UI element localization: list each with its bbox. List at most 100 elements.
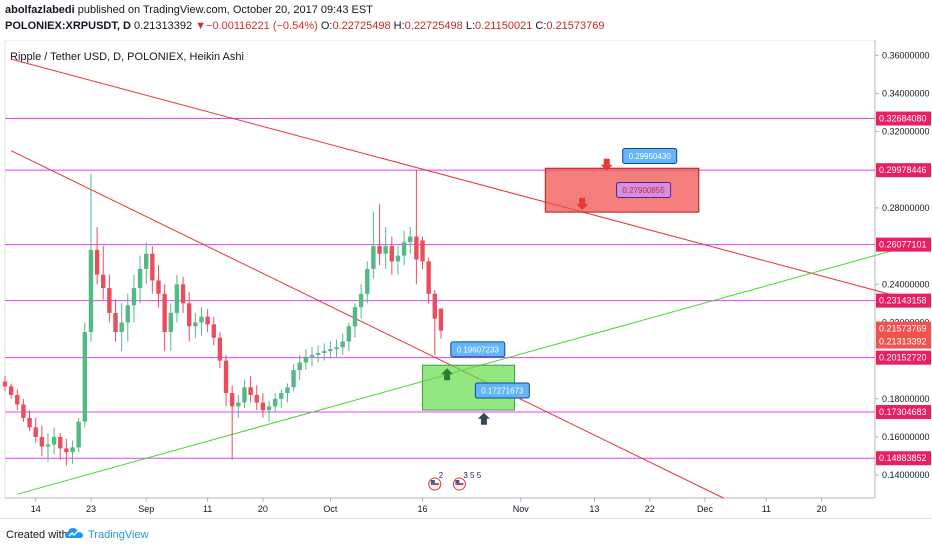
price-callout[interactable]: 0.17271673 [474, 382, 530, 399]
candle[interactable] [205, 309, 210, 332]
candle[interactable] [51, 427, 57, 455]
candle[interactable] [432, 289, 437, 355]
event-badge[interactable]: 3 5 5 [452, 471, 482, 491]
tradingview-logo-icon[interactable] [64, 526, 84, 542]
candle[interactable] [119, 303, 124, 352]
candle[interactable] [365, 261, 370, 304]
candle[interactable] [328, 341, 333, 359]
candle[interactable] [236, 394, 241, 418]
level-price-tag[interactable]: 0.32684080 [876, 111, 931, 126]
candle[interactable] [193, 312, 198, 338]
candle[interactable] [438, 308, 444, 339]
candle[interactable] [279, 389, 284, 409]
arrow-down-icon[interactable] [600, 158, 613, 171]
price-callout[interactable]: 0.19607233 [450, 341, 506, 358]
candle[interactable] [315, 345, 321, 363]
candle[interactable] [272, 393, 278, 413]
candle[interactable] [113, 299, 118, 342]
candle[interactable] [180, 276, 186, 313]
red-trendline[interactable] [11, 58, 896, 297]
candle[interactable] [187, 291, 192, 342]
candle[interactable] [309, 347, 315, 367]
candle[interactable] [33, 417, 38, 443]
candle[interactable] [297, 354, 302, 380]
candle[interactable] [229, 385, 235, 460]
red-trendline[interactable] [10, 150, 724, 499]
candle[interactable] [107, 274, 112, 323]
level-price-tag[interactable]: 0.23143158 [876, 293, 931, 308]
candle[interactable] [383, 227, 388, 269]
candle[interactable] [39, 425, 45, 457]
chart-area[interactable]: Ripple / Tether USD, D, POLONIEX, Heikin… [0, 39, 932, 518]
candle[interactable] [131, 274, 137, 323]
candle[interactable] [27, 410, 32, 432]
level-price-tag[interactable]: 0.29978446 [876, 163, 931, 178]
candle[interactable] [45, 433, 51, 462]
candle[interactable] [334, 339, 339, 357]
candle[interactable] [58, 433, 63, 460]
candle[interactable] [199, 307, 204, 336]
candle[interactable] [260, 393, 266, 418]
candle[interactable] [254, 385, 259, 411]
candle[interactable] [137, 255, 143, 304]
candle[interactable] [88, 173, 94, 342]
candle[interactable] [94, 227, 100, 285]
candle[interactable] [358, 284, 364, 319]
candle[interactable] [401, 230, 407, 266]
candle[interactable] [156, 265, 161, 308]
price-callout[interactable]: 0.27900855 [616, 181, 672, 198]
author-name[interactable]: abolfazlabedi [5, 4, 75, 16]
candle[interactable] [371, 211, 376, 279]
arrow-down-icon[interactable] [576, 197, 589, 210]
close-price-tag[interactable]: 0.21573769 [876, 321, 931, 336]
candle[interactable] [211, 316, 216, 346]
price-chart[interactable]: Ripple / Tether USD, D, POLONIEX, Heikin… [0, 39, 932, 518]
candle[interactable] [21, 398, 26, 422]
candle[interactable] [340, 333, 345, 355]
candle[interactable] [162, 284, 167, 352]
level-price-tag[interactable]: 0.17304683 [876, 405, 931, 420]
level-price-tag[interactable]: 0.26077101 [876, 237, 931, 252]
candle[interactable] [352, 303, 358, 338]
candle[interactable] [70, 440, 75, 464]
candle[interactable] [285, 383, 290, 403]
candle[interactable] [15, 389, 20, 411]
candle-body [211, 324, 216, 338]
candle[interactable] [64, 438, 69, 466]
candle[interactable] [248, 375, 253, 403]
candle[interactable] [322, 343, 327, 361]
level-price-tag[interactable]: 0.20152720 [876, 350, 931, 365]
price-callout[interactable]: 0.29950430 [622, 148, 678, 165]
candle[interactable] [389, 236, 395, 275]
candle[interactable] [168, 303, 173, 352]
event-badge[interactable]: 2 [428, 471, 444, 491]
candle[interactable] [414, 169, 419, 285]
candle[interactable] [408, 227, 413, 254]
candle[interactable] [291, 364, 296, 392]
candle[interactable] [242, 379, 247, 409]
candle[interactable] [76, 417, 81, 453]
candle[interactable] [303, 349, 309, 371]
candle[interactable] [426, 257, 431, 304]
candle[interactable] [82, 322, 88, 428]
candle[interactable] [377, 204, 382, 266]
candle[interactable] [346, 322, 352, 352]
arrow-up-icon[interactable] [441, 368, 454, 381]
candle[interactable] [8, 383, 14, 399]
candle[interactable] [266, 400, 272, 422]
candle[interactable] [150, 246, 155, 294]
last-price-tag[interactable]: 0.21313392 [876, 334, 931, 349]
level-price-tag[interactable]: 0.14883852 [876, 451, 931, 466]
tradingview-brand-link[interactable]: TradingView [88, 529, 149, 541]
candle[interactable] [125, 293, 130, 342]
candle[interactable] [144, 242, 149, 285]
candle[interactable] [420, 236, 425, 269]
candle[interactable] [101, 246, 106, 300]
candle[interactable] [223, 354, 229, 407]
candle[interactable] [2, 375, 8, 392]
candle[interactable] [217, 331, 223, 369]
candle-body [217, 337, 223, 361]
candle[interactable] [395, 246, 401, 275]
arrow-up-icon[interactable] [477, 412, 490, 425]
candle[interactable] [174, 274, 180, 323]
